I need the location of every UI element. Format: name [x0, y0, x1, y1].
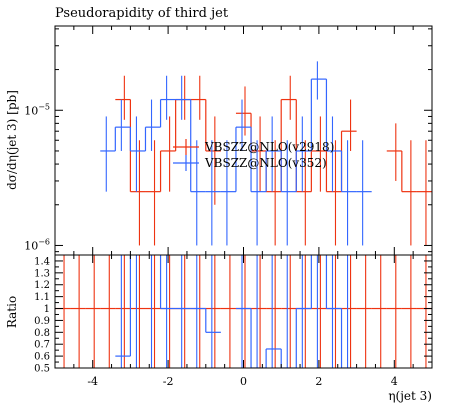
x-tick-label-1: -2 [163, 375, 174, 388]
x-tick-label-0: -4 [87, 375, 98, 388]
ratio-panel: 0.50.60.70.80.911.11.21.31.4 -4 -2 0 2 4 Rat… [5, 254, 433, 403]
ratio-y-tick-label-2: 0.7 [34, 340, 50, 351]
main-y-axis-label: dσ/dη(jet 3) [pb] [5, 90, 19, 190]
main-panel: 10−6 10−5 dσ/dη(jet 3) [pb] [5, 25, 433, 256]
ratio-frame [54, 254, 433, 369]
ratio-series-group [55, 255, 432, 368]
legend-label-blue: VBSZZ@NLO(v352) [204, 156, 327, 170]
ratio-y-tick-label-3: 0.8 [34, 328, 50, 339]
main-x-ticks [54, 26, 433, 255]
ratio-y-tick-label-8: 1.3 [34, 268, 50, 279]
ratio-y-axis-label: Ratio [5, 296, 19, 328]
legend-label-red: VBSZZ@NLO(v2918) [204, 140, 334, 154]
ratio-y-tick-label-4: 0.9 [34, 316, 50, 327]
ratio-y-ticks: 0.50.60.70.80.911.11.21.31.4 [34, 254, 432, 375]
main-series-group [100, 61, 432, 246]
ratio-y-tick-label-6: 1.1 [34, 292, 50, 303]
x-axis-label: η(jet 3) [388, 389, 432, 403]
ratio-y-tick-label-1: 0.6 [34, 352, 50, 363]
ratio-x-ticks: -4 -2 0 2 4 [54, 255, 433, 388]
main-y-ticks: 10−6 10−5 [24, 28, 432, 252]
legend: VBSZZ@NLO(v2918) VBSZZ@NLO(v352) [173, 139, 334, 171]
main-y-tick-label-1: 10−5 [24, 102, 50, 117]
ratio-y-tick-label-5: 1 [44, 304, 50, 315]
ratio-y-tick-label-9: 1.4 [34, 256, 50, 267]
x-tick-label-2: 0 [240, 375, 247, 388]
main-y-tick-label-0: 10−6 [24, 237, 50, 252]
chart-title: Pseudorapidity of third jet [55, 6, 229, 21]
x-tick-label-3: 2 [315, 375, 322, 388]
ratio-y-tick-label-7: 1.2 [34, 280, 50, 291]
ratio-y-tick-label-0: 0.5 [34, 364, 50, 375]
x-tick-label-4: 4 [391, 375, 398, 388]
